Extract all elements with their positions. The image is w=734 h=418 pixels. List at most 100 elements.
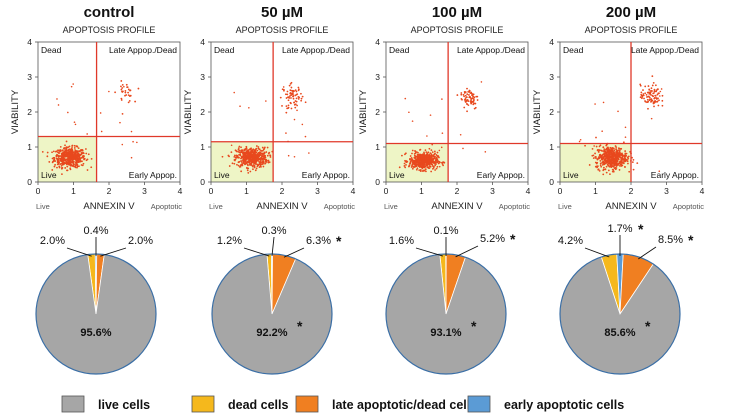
scatter-point xyxy=(132,140,134,143)
scatter-point xyxy=(86,169,89,171)
scatter-point xyxy=(659,90,662,93)
scatter-point xyxy=(607,147,610,150)
scatter-point xyxy=(623,159,626,162)
scatter-point xyxy=(86,133,88,135)
scatter-point xyxy=(430,154,433,157)
scatter-point xyxy=(413,152,416,155)
scatter-point xyxy=(286,93,289,96)
scatter-point xyxy=(127,91,130,94)
scatter-point xyxy=(294,103,297,106)
scatter-point xyxy=(54,160,57,162)
scatter-point xyxy=(617,164,619,167)
scatter-point xyxy=(259,159,262,162)
scatter-point xyxy=(594,155,597,158)
scatter-point xyxy=(463,95,465,98)
scatter-point xyxy=(620,158,623,161)
scatter-point xyxy=(579,138,582,141)
scatter-point xyxy=(426,152,429,155)
scatter-point xyxy=(414,160,417,163)
leader-line xyxy=(271,236,275,257)
scatter-point xyxy=(261,155,263,158)
scatter-point xyxy=(78,150,80,153)
scatter-point xyxy=(654,94,657,97)
scatter-point xyxy=(462,93,465,96)
scatter-point xyxy=(403,165,406,167)
scatter-point xyxy=(248,152,251,154)
scatter-point xyxy=(46,151,49,154)
scatter-point xyxy=(594,103,596,105)
scatter-point xyxy=(658,95,661,97)
scatter-point xyxy=(466,103,469,106)
scatter-point xyxy=(85,148,87,150)
scatter-point xyxy=(108,90,110,93)
scatter-point xyxy=(52,150,55,153)
scatter-point xyxy=(648,93,651,95)
scatter-point xyxy=(236,163,238,166)
scatter-point xyxy=(60,162,63,165)
scatter-point xyxy=(435,163,437,165)
scatter-point xyxy=(53,158,56,161)
scatter-point xyxy=(120,80,123,82)
scatter-point xyxy=(56,166,58,169)
scatter-point xyxy=(622,158,625,160)
scatter-point xyxy=(255,158,258,161)
scatter-point xyxy=(73,152,76,155)
scatter-point xyxy=(620,163,623,166)
scatter-point xyxy=(433,150,436,153)
scatter-point xyxy=(653,102,655,104)
scatter-point xyxy=(658,170,661,173)
scatter-point xyxy=(64,149,67,152)
scatter-point xyxy=(81,152,84,155)
scatter-point xyxy=(233,91,236,94)
x-axis-label: ANNEXIN V xyxy=(83,201,135,212)
scatter-point xyxy=(647,85,650,87)
scatter-point xyxy=(417,152,419,154)
scatter-point xyxy=(628,170,631,173)
scatter-point xyxy=(431,155,433,158)
scatter-point xyxy=(578,140,581,143)
scatter-point xyxy=(233,159,236,161)
scatter-point xyxy=(79,150,82,152)
scatter-point xyxy=(255,167,258,170)
scatter-point xyxy=(295,90,298,93)
scatter-point xyxy=(411,164,413,167)
axis-sub-label-live: Live xyxy=(384,202,398,211)
scatter-point xyxy=(260,157,263,159)
scatter-point xyxy=(606,147,608,150)
scatter-point xyxy=(626,160,629,162)
scatter-point xyxy=(249,164,252,166)
quadrant-label-late: Late Appop./Dead xyxy=(457,45,525,55)
x-tick-label: 0 xyxy=(36,186,41,196)
scatter-point xyxy=(76,150,79,153)
scatter-point xyxy=(57,151,59,154)
scatter-point xyxy=(289,89,292,92)
scatter-point xyxy=(245,156,247,159)
scatter-point xyxy=(57,163,60,165)
y-tick-label: 1 xyxy=(375,142,380,152)
x-tick-label: 2 xyxy=(629,186,634,196)
scatter-point xyxy=(632,158,635,161)
scatter-point xyxy=(56,161,59,164)
scatter-point xyxy=(429,114,432,116)
scatter-point xyxy=(416,167,419,170)
scatter-point xyxy=(456,94,459,96)
scatter-point xyxy=(650,98,653,100)
scatter-point xyxy=(431,151,434,154)
scatter-point xyxy=(257,154,260,157)
scatter-point xyxy=(615,165,618,168)
scatter-point xyxy=(129,94,132,97)
scatter-point xyxy=(480,81,483,83)
scatter-point xyxy=(230,144,233,147)
legend: live cells dead cells late apoptotic/dead … xyxy=(61,395,624,413)
scatter-point xyxy=(60,164,63,167)
scatter-point xyxy=(409,162,412,165)
leader-line xyxy=(243,247,270,257)
scatter-point xyxy=(68,161,71,164)
scatter-point xyxy=(398,166,401,169)
scatter-point xyxy=(611,168,614,171)
scatter-point xyxy=(615,153,618,156)
scatter-point xyxy=(414,165,417,168)
condition-title: 100 µM xyxy=(432,4,482,21)
scatter-point xyxy=(63,155,66,158)
scatter-point xyxy=(427,167,430,169)
